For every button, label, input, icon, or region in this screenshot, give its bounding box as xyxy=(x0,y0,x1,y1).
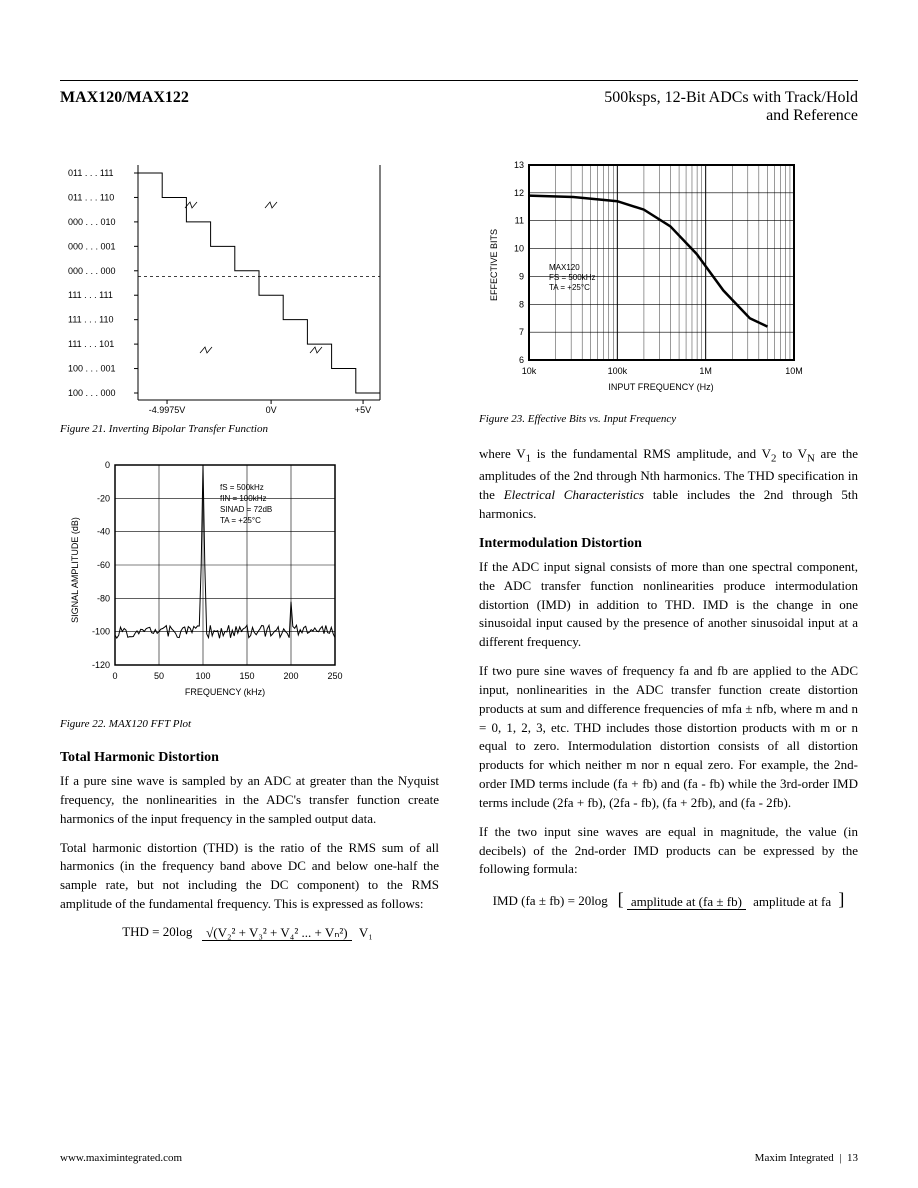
svg-text:6: 6 xyxy=(519,355,524,365)
imd-formula-numerator: amplitude at (fa ± fb) xyxy=(627,894,746,910)
svg-text:250: 250 xyxy=(327,671,342,681)
imd-formula-lhs: IMD (fa ± fb) = 20log xyxy=(493,893,608,908)
thd-heading: Total Harmonic Distortion xyxy=(60,750,439,766)
svg-text:13: 13 xyxy=(514,160,524,170)
figure-23: 6 7 8 9 10 11 12 13 10k 100k 1M 10M EFFECTIVE BITS… xyxy=(479,155,858,405)
svg-text:10: 10 xyxy=(514,244,524,254)
svg-text:011 . . . 111: 011 . . . 111 xyxy=(68,168,114,178)
svg-text:100 . . . 001: 100 . . . 001 xyxy=(68,364,116,374)
left-column: 011 . . . 111 011 . . . 110 000 . . . 010 0… xyxy=(60,155,439,951)
imd-paragraph-1: If the ADC input signal consists of more… xyxy=(479,558,858,652)
svg-text:000 . . . 010: 000 . . . 010 xyxy=(68,217,116,227)
svg-text:-80: -80 xyxy=(97,593,110,603)
svg-text:FS = 500kHz: FS = 500kHz xyxy=(549,273,595,282)
continuation-text: where V1 is the fundamental RMS amplitud… xyxy=(479,445,858,524)
svg-text:000 . . . 001: 000 . . . 001 xyxy=(68,241,116,251)
svg-text:100 . . . 000: 100 . . . 000 xyxy=(68,388,116,398)
title-line-2: and Reference xyxy=(604,107,858,125)
thd-paragraph-1: If a pure sine wave is sampled by an ADC… xyxy=(60,772,439,829)
svg-text:11: 11 xyxy=(515,216,524,226)
figure-23-caption: Figure 23. Effective Bits vs. Input Freq… xyxy=(479,413,858,425)
thd-formula-numerator: √(V₂² + V₃² + V₄² ... + Vₙ²) xyxy=(202,925,352,941)
imd-heading: Intermodulation Distortion xyxy=(479,536,858,552)
thd-formula: THD = 20log √(V₂² + V₃² + V₄² ... + Vₙ²)… xyxy=(60,924,439,941)
svg-text:-100: -100 xyxy=(92,627,110,637)
svg-text:50: 50 xyxy=(154,671,164,681)
transfer-function-chart: 011 . . . 111 011 . . . 110 000 . . . 010 0… xyxy=(60,155,390,415)
svg-text:7: 7 xyxy=(519,327,524,337)
title-line-1: 500ksps, 12-Bit ADCs with Track/Hold xyxy=(604,89,858,107)
svg-text:TA = +25°C: TA = +25°C xyxy=(220,516,261,525)
svg-text:8: 8 xyxy=(519,299,524,309)
svg-text:0: 0 xyxy=(112,671,117,681)
svg-text:200: 200 xyxy=(283,671,298,681)
svg-text:0: 0 xyxy=(105,460,110,470)
page-footer: www.maximintegrated.com Maxim Integrated… xyxy=(60,1150,858,1164)
svg-text:111 . . . 110: 111 . . . 110 xyxy=(68,315,114,325)
imd-paragraph-3: If the two input sine waves are equal in… xyxy=(479,823,858,880)
svg-text:0V: 0V xyxy=(266,405,277,415)
footer-right: Maxim Integrated | 13 xyxy=(755,1152,858,1164)
svg-text:000 . . . 000: 000 . . . 000 xyxy=(68,266,116,276)
figure-21: 011 . . . 111 011 . . . 110 000 . . . 010 0… xyxy=(60,155,439,415)
figure-21-caption: Figure 21. Inverting Bipolar Transfer Fu… xyxy=(60,423,439,435)
footer-page: 13 xyxy=(847,1152,858,1164)
footer-url: www.maximintegrated.com xyxy=(60,1152,182,1164)
svg-text:SINAD = 72dB: SINAD = 72dB xyxy=(220,505,272,514)
thd-paragraph-2: Total harmonic distortion (THD) is the r… xyxy=(60,839,439,914)
svg-text:011 . . . 110: 011 . . . 110 xyxy=(68,192,114,202)
thd-formula-lhs: THD = 20log xyxy=(122,924,192,939)
svg-text:100: 100 xyxy=(195,671,210,681)
right-column: 6 7 8 9 10 11 12 13 10k 100k 1M 10M EFFECTIVE BITS… xyxy=(479,155,858,951)
fig23-xlabel: INPUT FREQUENCY (Hz) xyxy=(608,382,713,392)
figure-22-caption: Figure 22. MAX120 FFT Plot xyxy=(60,718,439,730)
svg-text:1M: 1M xyxy=(699,366,712,376)
figure-22: 0 -20 -40 -60 -80 -100 -120 0 50 100 150 200 250 SI… xyxy=(60,455,439,710)
svg-text:111 . . . 101: 111 . . . 101 xyxy=(68,339,114,349)
svg-text:TA = +25°C: TA = +25°C xyxy=(549,283,590,292)
fig23-ylabel: EFFECTIVE BITS xyxy=(489,229,499,301)
thd-formula-denominator: V₁ xyxy=(355,925,377,940)
document-title: 500ksps, 12-Bit ADCs with Track/Hold and… xyxy=(604,89,858,125)
svg-text:fS = 500kHz: fS = 500kHz xyxy=(220,483,264,492)
svg-text:100k: 100k xyxy=(608,366,628,376)
svg-text:111 . . . 111: 111 . . . 111 xyxy=(68,290,113,300)
imd-formula: IMD (fa ± fb) = 20log [ amplitude at (fa… xyxy=(479,889,858,910)
svg-text:+5V: +5V xyxy=(355,405,371,415)
svg-text:150: 150 xyxy=(239,671,254,681)
svg-text:10M: 10M xyxy=(785,366,803,376)
imd-paragraph-2: If two pure sine waves of frequency fa a… xyxy=(479,662,858,813)
svg-text:12: 12 xyxy=(514,188,524,198)
imd-formula-denominator: amplitude at fa xyxy=(749,894,835,909)
svg-text:-20: -20 xyxy=(97,493,110,503)
svg-text:9: 9 xyxy=(519,271,524,281)
svg-text:-60: -60 xyxy=(97,560,110,570)
svg-text:MAX120: MAX120 xyxy=(549,263,580,272)
svg-text:fIN = 100kHz: fIN = 100kHz xyxy=(220,494,266,503)
svg-text:-40: -40 xyxy=(97,527,110,537)
footer-company: Maxim Integrated xyxy=(755,1152,834,1164)
effective-bits-chart: 6 7 8 9 10 11 12 13 10k 100k 1M 10M EFFECTIVE BITS… xyxy=(479,155,809,405)
fft-plot-chart: 0 -20 -40 -60 -80 -100 -120 0 50 100 150 200 250 SI… xyxy=(60,455,350,710)
content-columns: 011 . . . 111 011 . . . 110 000 . . . 010 0… xyxy=(60,155,858,951)
fig22-xlabel: FREQUENCY (kHz) xyxy=(185,687,265,697)
svg-text:-120: -120 xyxy=(92,660,110,670)
svg-text:10k: 10k xyxy=(522,366,537,376)
part-number: MAX120/MAX122 xyxy=(60,89,189,125)
fig22-ylabel: SIGNAL AMPLITUDE (dB) xyxy=(70,517,80,623)
svg-text:-4.9975V: -4.9975V xyxy=(149,405,186,415)
page-header: MAX120/MAX122 500ksps, 12-Bit ADCs with … xyxy=(60,80,858,125)
